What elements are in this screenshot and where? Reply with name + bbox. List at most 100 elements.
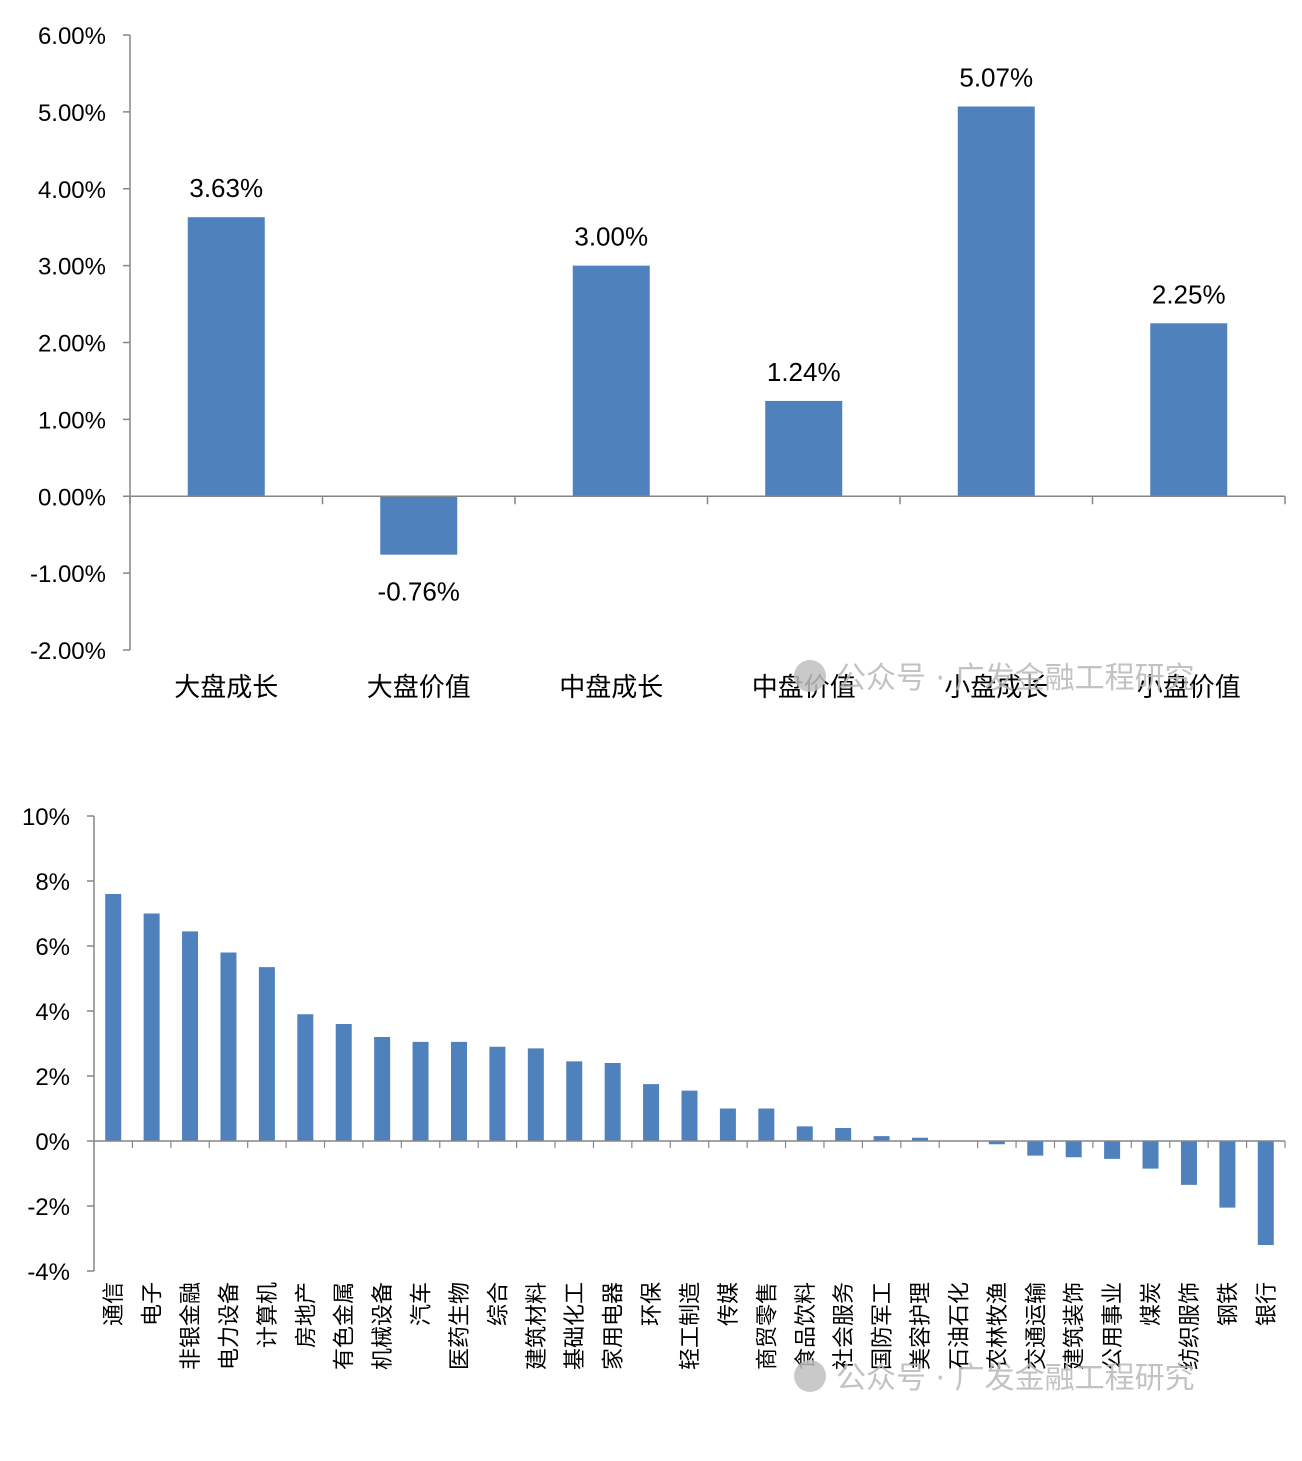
category-label: 基础化工 [563,1282,588,1370]
category-label: 大盘成长 [174,673,278,703]
bar [957,106,1035,497]
y-tick-label: 0% [35,1129,70,1156]
data-label: 3.63% [189,173,263,203]
wechat-icon [794,1360,826,1392]
bar [380,496,458,555]
bar [758,1108,775,1141]
category-label: 机械设备 [371,1282,396,1370]
data-label: 5.07% [959,62,1033,92]
bar [1180,1141,1197,1185]
category-label: 美容护理 [909,1282,934,1370]
y-tick-label: 4.00% [38,177,106,204]
x-axis: 大盘成长大盘价值中盘成长中盘价值小盘成长小盘价值 [129,495,1286,703]
y-tick-label: 4% [35,999,70,1026]
category-label: 公用事业 [1101,1282,1126,1370]
category-label: 石油石化 [947,1282,972,1370]
data-label: 2.25% [1152,279,1226,309]
bar [182,931,199,1141]
y-tick-label: 10% [22,804,70,831]
bar [335,1024,352,1141]
style-returns-chart: -2.00% -1.00% 0.00% 1.00% 2.00% 3.00% 4.00% 5.0… [30,23,1286,703]
wechat-icon [794,660,826,692]
category-label: 非银金融 [179,1282,204,1370]
category-label: 环保 [640,1282,665,1326]
y-tick-label: -2% [27,1194,70,1221]
bars [105,894,1274,1245]
y-tick-label: 3.00% [38,254,106,281]
y-tick-label: 1.00% [38,407,106,434]
bar [527,1048,544,1141]
category-label: 房地产 [294,1282,319,1348]
watermark: 公众号 · 广发金融工程研究 [794,1360,1195,1396]
category-label: 交通运输 [1024,1282,1049,1370]
y-tick-label: 8% [35,869,70,896]
industry-returns-chart: -4% -2% 0% 2% 4% 6% 8% 10% 通信 电子 非银金融 电力设备 计算机 房地产 有色… [22,804,1286,1396]
category-label: 建筑材料 [525,1282,550,1370]
bar [572,265,650,497]
bar [912,1137,929,1141]
bar [1150,323,1228,497]
bar [412,1041,429,1141]
bar [1142,1141,1159,1169]
bar [681,1090,698,1141]
category-label: 钢铁 [1216,1282,1241,1326]
category-label: 国防军工 [871,1282,896,1370]
y-tick-label: -2.00% [30,638,106,665]
bar [765,400,843,497]
category-label: 计算机 [256,1282,281,1348]
x-axis: 通信 电子 非银金融 电力设备 计算机 房地产 有色金属 机械设备 汽车 医药生物 综合 建筑材料 基础… [93,1140,1286,1370]
category-label: 通信 [102,1282,127,1326]
category-label: 小盘价值 [1137,673,1241,703]
y-axis: -2.00% -1.00% 0.00% 1.00% 2.00% 3.00% 4.00% 5.0… [30,23,131,665]
category-label: 煤炭 [1140,1282,1165,1326]
y-tick-label: -1.00% [30,561,106,588]
bar [988,1141,1005,1145]
data-label: 3.00% [574,222,648,252]
category-label: 医药生物 [448,1282,473,1370]
category-label: 汽车 [410,1282,435,1326]
y-tick-label: 2.00% [38,331,106,358]
category-label: 电子 [141,1282,166,1326]
data-labels: 3.63% -0.76% 3.00% 1.24% 5.07% 2.25% [189,62,1225,606]
y-tick-label: 6% [35,934,70,961]
bar [643,1084,660,1141]
data-label: 1.24% [767,357,841,387]
y-tick-label: -4% [27,1259,70,1286]
bar [604,1063,621,1141]
category-label: 农林牧渔 [986,1282,1011,1370]
category-label: 纺织服饰 [1178,1282,1203,1370]
category-label: 商贸零售 [755,1282,780,1370]
bar [374,1037,391,1141]
bar [297,1014,314,1141]
bar [1065,1141,1082,1158]
data-label: -0.76% [378,577,460,607]
category-label: 电力设备 [217,1282,242,1370]
bar [489,1046,506,1141]
category-label: 有色金属 [333,1282,358,1370]
category-label: 家用电器 [602,1282,627,1370]
category-label: 传媒 [717,1282,742,1326]
bar [450,1041,467,1141]
y-tick-label: 6.00% [38,23,106,50]
bar [1257,1141,1274,1245]
watermark: 公众号 · 广发金融工程研究 [794,660,1195,696]
bar [220,952,237,1141]
bar [566,1061,583,1141]
category-label: 社会服务 [832,1282,857,1370]
bar [873,1136,890,1141]
category-label: 中盘成长 [559,673,663,703]
bar [1104,1141,1121,1159]
bar [258,967,275,1141]
bar [719,1108,736,1141]
y-tick-label: 0.00% [38,484,106,511]
category-label: 综合 [486,1282,511,1326]
bar [835,1128,852,1141]
bar [1027,1141,1044,1156]
bar [1219,1141,1236,1208]
y-axis: -4% -2% 0% 2% 4% 6% 8% 10% [22,804,95,1286]
category-label: 食品饮料 [794,1282,819,1370]
watermark-text: 公众号 · 广发金融工程研究 [836,661,1195,696]
bars [187,106,1228,555]
watermark-text: 公众号 · 广发金融工程研究 [836,1361,1195,1396]
category-label: 大盘价值 [367,673,471,703]
